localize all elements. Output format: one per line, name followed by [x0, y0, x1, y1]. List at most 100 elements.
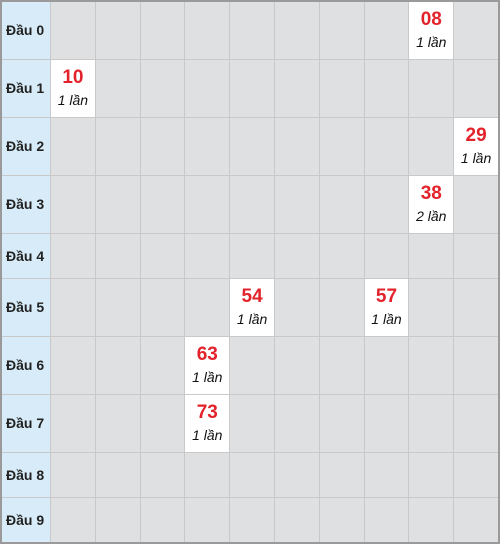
cell [273, 117, 319, 175]
cell: 38 2 lần [408, 175, 454, 233]
table-row: Đầu 4 [2, 232, 498, 278]
number: 63 [196, 344, 218, 366]
count: 1 lần [192, 369, 223, 386]
cell [94, 117, 140, 175]
cell [229, 452, 274, 497]
cell [453, 336, 498, 394]
number: 08 [420, 9, 442, 31]
cell [50, 233, 95, 278]
cell [184, 497, 229, 542]
cell [229, 497, 274, 542]
cell [318, 2, 364, 59]
cell [453, 233, 498, 278]
cell [94, 2, 140, 59]
number: 38 [420, 183, 442, 205]
table-row: Đầu 6 63 1 lần [2, 335, 498, 394]
cell [318, 278, 364, 336]
count: 1 lần [460, 150, 492, 167]
cell [318, 117, 364, 175]
count: 1 lần [192, 427, 223, 444]
number: 29 [465, 125, 487, 147]
cell [453, 175, 498, 233]
cell [184, 59, 229, 117]
row-label: Đầu 1 [2, 59, 50, 117]
cell [453, 278, 498, 336]
row-label: Đầu 8 [2, 452, 50, 497]
count: 1 lần [236, 311, 268, 328]
cell [273, 59, 319, 117]
cell [139, 394, 185, 452]
cell [139, 117, 185, 175]
cell [50, 336, 95, 394]
cell [453, 2, 498, 59]
row-label: Đầu 0 [2, 2, 50, 59]
cell [273, 233, 319, 278]
cell [453, 497, 498, 542]
cell [139, 233, 185, 278]
row-label: Đầu 6 [2, 336, 50, 394]
cell [139, 336, 185, 394]
table-row: Đầu 3 38 2 lần [2, 174, 498, 233]
cell [363, 117, 409, 175]
cell [453, 452, 498, 497]
cell [139, 175, 185, 233]
cell [363, 394, 409, 452]
cell [408, 497, 453, 542]
table-row: Đầu 1 10 1 lần [2, 58, 498, 117]
cell [229, 2, 274, 59]
cell [273, 175, 319, 233]
table-row: Đầu 5 54 1 lần 57 1 lần [2, 277, 498, 336]
cell: 10 1 lần [50, 59, 95, 117]
cell [50, 2, 95, 59]
row-label: Đầu 4 [2, 233, 50, 278]
cell [408, 336, 453, 394]
cell [229, 394, 274, 452]
cell [318, 452, 364, 497]
row-label: Đầu 5 [2, 278, 50, 336]
cell [318, 175, 364, 233]
table-row: Đầu 8 [2, 451, 498, 497]
cell: 54 1 lần [229, 278, 274, 336]
cell [408, 59, 453, 117]
cell [363, 497, 409, 542]
cell [273, 497, 319, 542]
number: 73 [196, 402, 218, 424]
cell [184, 175, 229, 233]
cell [273, 278, 319, 336]
cell [273, 2, 319, 59]
cell [273, 394, 319, 452]
row-label: Đầu 3 [2, 175, 50, 233]
cell: 29 1 lần [453, 117, 498, 175]
cell [273, 336, 319, 394]
number: 57 [375, 286, 398, 308]
row-label: Đầu 9 [2, 497, 50, 542]
cell: 57 1 lần [363, 278, 409, 336]
cell [229, 175, 274, 233]
cell [363, 336, 409, 394]
cell [408, 278, 453, 336]
cell [50, 278, 95, 336]
count: 1 lần [57, 92, 89, 109]
cell [139, 497, 185, 542]
cell [408, 394, 453, 452]
cell [50, 175, 95, 233]
row-label: Đầu 7 [2, 394, 50, 452]
cell [184, 233, 229, 278]
cell [94, 278, 140, 336]
cell [318, 336, 364, 394]
cell [139, 2, 185, 59]
row-label: Đầu 2 [2, 117, 50, 175]
cell [363, 2, 409, 59]
cell [229, 117, 274, 175]
cell [363, 452, 409, 497]
cell [94, 336, 140, 394]
table-row: Đầu 7 73 1 lần [2, 393, 498, 452]
cell [94, 59, 140, 117]
number: 10 [62, 67, 84, 89]
cell [318, 59, 364, 117]
cell [318, 394, 364, 452]
cell [50, 497, 95, 542]
cell [94, 175, 140, 233]
cell [408, 117, 453, 175]
